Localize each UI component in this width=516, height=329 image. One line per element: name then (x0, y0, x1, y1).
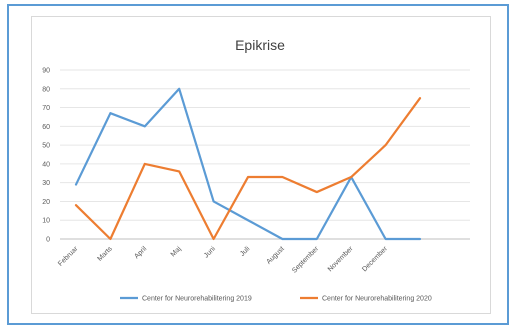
y-tick-label: 40 (42, 161, 50, 168)
x-tick-label: Maj (170, 245, 183, 258)
chart-title: Epikrise (235, 37, 285, 53)
y-tick-label: 70 (42, 105, 50, 112)
legend: Center for Neurorehabilitering 2019 Cente… (120, 296, 432, 303)
x-axis-ticks: Februar Marts April Maj Juni Juli August Septem… (57, 245, 389, 275)
y-tick-label: 30 (42, 180, 50, 187)
x-tick-label: Februar (57, 245, 80, 268)
legend-label-1: Center for Neurorehabilitering 2019 (142, 296, 252, 303)
chart-area (31, 16, 491, 314)
x-tick-label: April (133, 245, 148, 260)
y-tick-label: 60 (42, 124, 50, 131)
x-tick-label: August (265, 245, 285, 265)
gridlines (60, 69, 470, 240)
x-tick-label: November (327, 245, 355, 273)
y-tick-label: 80 (42, 86, 50, 93)
x-tick-label: September (291, 245, 321, 275)
y-tick-label: 20 (42, 199, 50, 206)
y-axis-ticks: 0 10 20 30 40 50 60 70 80 90 (42, 68, 50, 244)
y-tick-label: 50 (42, 143, 50, 150)
legend-label-2: Center for Neurorehabilitering 2020 (322, 296, 432, 303)
series-lines (74, 87, 422, 241)
x-tick-label: Juni (203, 245, 217, 259)
y-tick-label: 10 (42, 218, 50, 225)
y-tick-label: 90 (42, 68, 50, 75)
x-tick-label: December (361, 245, 389, 273)
y-tick-label: 0 (46, 237, 50, 244)
x-tick-label: Juli (239, 245, 252, 258)
x-tick-label: Marts (96, 245, 114, 263)
